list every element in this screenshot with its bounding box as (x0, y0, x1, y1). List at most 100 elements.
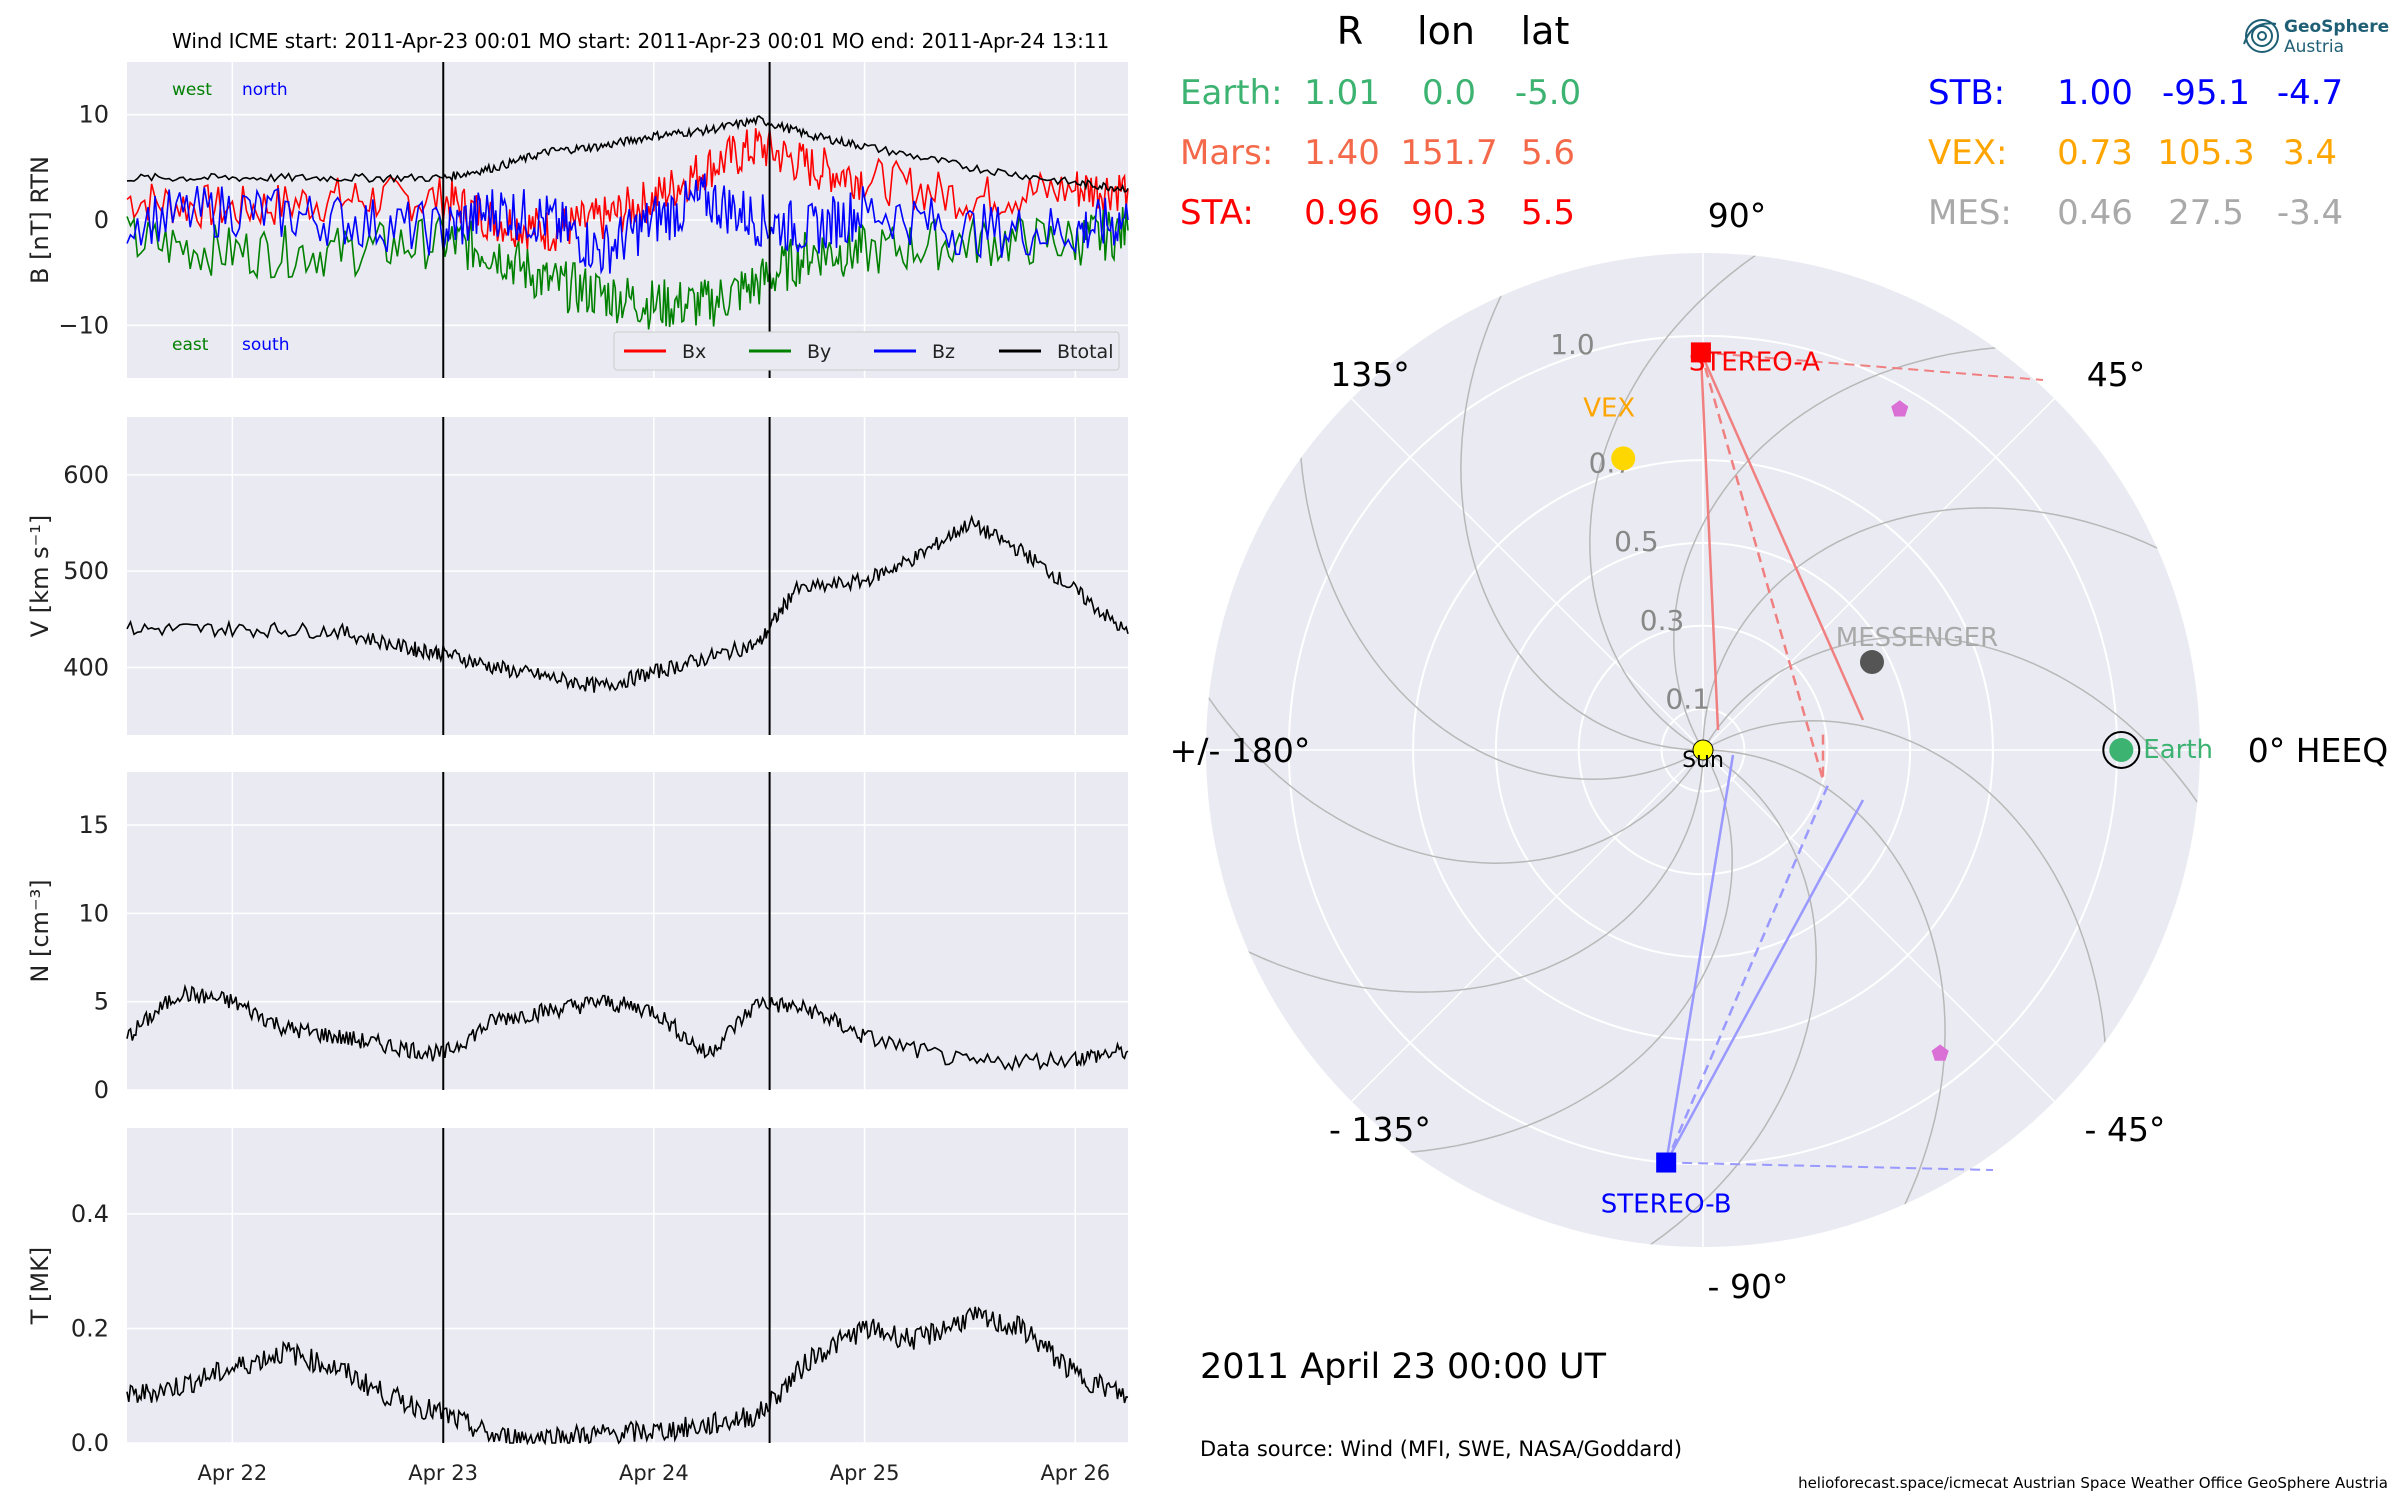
marker-messenger (1859, 650, 1884, 675)
table-row: STA: 0.96 90.3 5.5 (1180, 193, 1575, 233)
x-tick-labels: Apr 22 Apr 23 Apr 24 Apr 25 Apr 26 (198, 1461, 1111, 1485)
angle-label: +/- 180° (1170, 731, 1311, 770)
angle-label: - 90° (1708, 1267, 1789, 1306)
position-table: R lon lat Earth: 1.01 0.0 -5.0 Mars: 1.40 151.… (1180, 9, 2343, 233)
angle-label: - 45° (2085, 1110, 2166, 1149)
spiral-line (1589, 253, 1941, 751)
y-axis-label: T [MK] (26, 1247, 54, 1325)
marker-sun (1692, 739, 1714, 761)
angle-label: 45° (2087, 355, 2146, 394)
y-tick-label: 500 (63, 557, 109, 585)
angle-spoke (1702, 398, 2055, 751)
row-label: MES: (1928, 193, 2012, 233)
row-r: 1.01 (1304, 73, 1380, 113)
col-header-r: R (1337, 9, 1363, 53)
polar-position-plot: 0.10.30.50.71.090°45°135°0° HEEQ+/- 180°… (1170, 196, 2389, 1306)
data-source: Data source: Wind (MFI, SWE, NASA/Goddar… (1200, 1437, 1682, 1461)
row-lat: 5.5 (1521, 193, 1575, 233)
y-axis-label: V [km s⁻¹] (26, 515, 54, 637)
label-north: north (242, 80, 288, 100)
y-tick-label: 0.4 (71, 1200, 109, 1228)
stb-line (1665, 799, 1865, 1164)
spiral-line (1465, 749, 1817, 1247)
sta-line (1699, 351, 1865, 721)
sta-line (1699, 352, 1720, 731)
row-r: 0.73 (2057, 133, 2133, 173)
row-lon: 0.0 (1422, 73, 1476, 113)
y-tick-label: −10 (58, 311, 109, 339)
table-row: VEX: 0.73 105.3 3.4 (1928, 133, 2337, 173)
x-tick-label: Apr 25 (830, 1461, 900, 1485)
legend: Bx By Bz Btotal (613, 331, 1120, 371)
label-east: east (172, 335, 209, 355)
pentagon-marker (1931, 1044, 1949, 1061)
row-lon: 90.3 (1411, 193, 1487, 233)
label-stereo-b: STEREO-B (1601, 1190, 1732, 1220)
logo-text-line1: GeoSphere (2284, 17, 2389, 37)
angle-spoke (1351, 398, 1704, 751)
stb-line (1664, 754, 1735, 1163)
y-tick-label: 15 (78, 811, 109, 839)
angle-label: - 135° (1329, 1110, 1431, 1149)
table-row: STB: 1.00 -95.1 -4.7 (1928, 73, 2343, 113)
label-earth: Earth (2143, 735, 2213, 765)
legend-label: Bz (932, 341, 955, 363)
sta-line-dashed (1699, 352, 1825, 781)
label-sun: Sun (1682, 748, 1724, 773)
stb-line-dashed (1666, 1161, 1994, 1171)
label-west: west (172, 80, 212, 100)
figure-header: Wind ICME start: 2011-Apr-23 00:01 MO st… (172, 29, 1109, 53)
sta-line-dashed (1700, 351, 2044, 381)
table-row: Mars: 1.40 151.7 5.6 (1180, 133, 1575, 173)
panel-2: 600 500 400 V [km s⁻¹] (26, 417, 1129, 735)
r-tick-label: 0.3 (1640, 604, 1685, 637)
y-tick-label: 0 (94, 1076, 109, 1104)
x-tick-label: Apr 24 (619, 1461, 689, 1485)
legend-label: By (807, 341, 831, 363)
series-line-Btotal (126, 115, 1129, 193)
marker-stereo-a (1690, 342, 1711, 363)
y-axis-label: N [cm⁻³] (26, 879, 54, 982)
row-lat: 5.6 (1521, 133, 1575, 173)
series-line-By (126, 207, 1129, 330)
row-lat: -3.4 (2277, 193, 2343, 233)
pentagon-marker (1891, 400, 1909, 417)
y-tick-label: 0.0 (71, 1429, 109, 1457)
marker-stereo-b (1656, 1152, 1677, 1173)
x-tick-label: Apr 26 (1040, 1461, 1110, 1485)
series-line-data (126, 1306, 1129, 1446)
label-south: south (242, 335, 289, 355)
spiral-line (1206, 512, 1704, 864)
row-label: Earth: (1180, 73, 1283, 113)
col-header-lat: lat (1521, 9, 1570, 53)
angle-label: 135° (1330, 355, 1410, 394)
legend-label: Btotal (1057, 341, 1113, 363)
row-label: VEX: (1928, 133, 2008, 173)
logo-swirl-icon (2243, 19, 2279, 53)
y-tick-label: 600 (63, 461, 109, 489)
series-line-data (126, 983, 1129, 1072)
panel-background (127, 772, 1128, 1090)
row-lat: -4.7 (2277, 73, 2343, 113)
stb-line-dashed (1665, 784, 1830, 1164)
credits: helioforecast.space/icmecat Austrian Spa… (1798, 1474, 2388, 1492)
row-r: 1.40 (1304, 133, 1380, 173)
row-lon: 151.7 (1400, 133, 1497, 173)
y-tick-label: 5 (94, 988, 109, 1016)
series-line-Bx (126, 128, 1129, 252)
row-lon: 105.3 (2157, 133, 2254, 173)
row-lon: 27.5 (2168, 193, 2244, 233)
timestamp: 2011 April 23 00:00 UT (1200, 1347, 1607, 1387)
row-label: STB: (1928, 73, 2005, 113)
marker-earth (2109, 738, 2134, 762)
legend-box (613, 331, 1120, 371)
y-tick-label: 400 (63, 654, 109, 682)
time-series-panels: 10 0 −10B [nT] RTN west north east south Bx By Bz… (26, 62, 1129, 1457)
marker-vex (1611, 446, 1636, 471)
col-header-lon: lon (1417, 9, 1475, 53)
table-row: Earth: 1.01 0.0 -5.0 (1180, 73, 1581, 113)
panel-1: 10 0 −10B [nT] RTN west north east south Bx By Bz… (26, 62, 1129, 378)
geosphere-logo: GeoSphere Austria (2243, 17, 2389, 57)
row-lat: 3.4 (2283, 133, 2337, 173)
row-label: STA: (1180, 193, 1254, 233)
